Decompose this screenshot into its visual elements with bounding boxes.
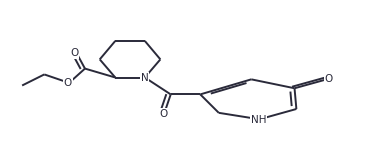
Text: O: O (159, 109, 167, 119)
Text: NH: NH (251, 115, 266, 125)
Text: O: O (64, 78, 72, 88)
Text: O: O (325, 74, 333, 84)
Text: O: O (70, 48, 79, 58)
Text: N: N (141, 73, 149, 83)
